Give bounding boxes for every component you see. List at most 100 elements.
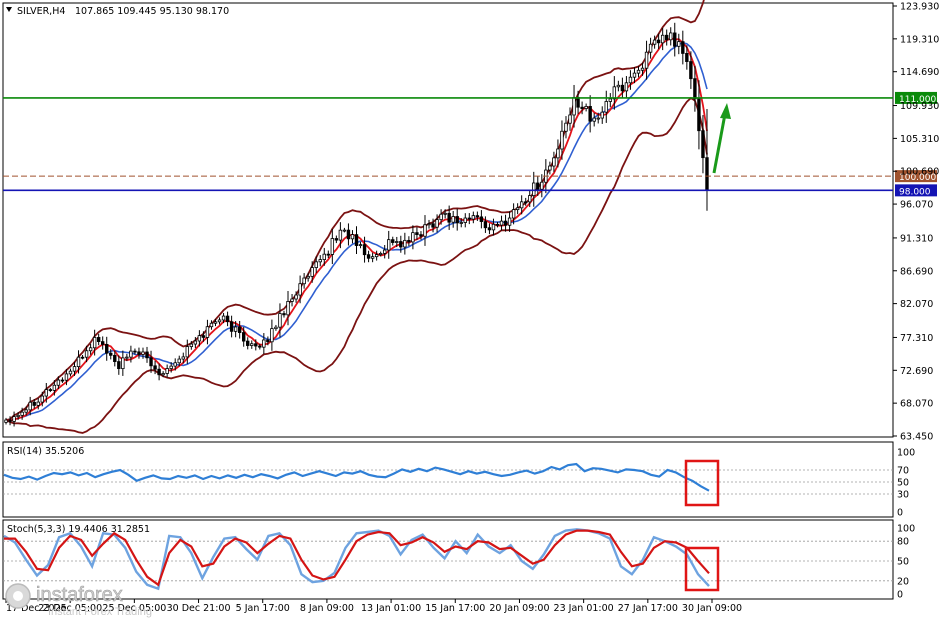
rsi-line: [3, 462, 710, 492]
candle-body: [121, 357, 125, 370]
candle-body: [298, 283, 302, 296]
candle-body: [193, 340, 198, 345]
candle-body: [52, 384, 57, 391]
candle-body: [403, 239, 407, 248]
stoch-pane[interactable]: [2, 519, 894, 600]
candle-body: [262, 339, 266, 348]
rsi-label: RSI(14) 35.5206: [7, 446, 84, 457]
indicator-tick-label: 0: [897, 590, 903, 601]
candle-body: [435, 219, 439, 228]
candle-body: [229, 321, 234, 332]
candle-body: [483, 221, 488, 229]
level-tag-text: 98.000: [899, 187, 931, 197]
candle-body: [669, 32, 673, 41]
candle-body: [274, 326, 278, 330]
rsi-pane[interactable]: [2, 441, 894, 518]
x-tick-label: 23 Jan 01:00: [554, 603, 614, 614]
candle-body: [636, 69, 641, 74]
candle-body: [149, 357, 153, 367]
indicator-tick-label: 70: [897, 466, 909, 477]
candle-body: [117, 361, 121, 370]
candle-body: [105, 344, 109, 354]
candle-body: [616, 84, 621, 88]
candle-body: [246, 340, 250, 346]
candle-body: [495, 223, 500, 226]
horizontal-levels[interactable]: 111.000 100.000 98.000: [3, 91, 937, 197]
candle-body: [302, 277, 306, 285]
indicator-tick-label: 20: [897, 576, 909, 587]
candle-body: [415, 232, 419, 236]
candle-body: [330, 238, 335, 255]
price-pane[interactable]: [2, 2, 894, 438]
candle-body: [113, 354, 117, 362]
rsi-highlight-box: [684, 459, 720, 507]
chart-menu-triangle-icon[interactable]: [6, 7, 12, 12]
candle-body: [12, 416, 16, 422]
candle-body: [88, 347, 93, 352]
x-tick-label: 27 Jan 17:00: [618, 603, 678, 614]
x-tick-label: 25 Dec 05:00: [102, 603, 166, 614]
candle-body: [197, 335, 202, 342]
candle-body: [600, 111, 604, 119]
candle-body: [677, 41, 681, 47]
y-tick-label: 96.070: [900, 200, 933, 211]
candle-body: [423, 224, 427, 237]
candle-body: [560, 130, 564, 150]
candle-body: [141, 351, 145, 355]
candle-body: [407, 239, 411, 243]
candle-body: [294, 294, 298, 300]
y-tick-label: 105.310: [900, 134, 939, 145]
candle-body: [463, 217, 467, 223]
x-tick-label: 30 Jan 09:00: [682, 603, 742, 614]
candle-body: [205, 326, 210, 338]
candle-body: [382, 249, 387, 254]
candle-body: [572, 97, 576, 116]
candle-body: [237, 326, 242, 333]
upward-arrow-shaft: [712, 113, 727, 174]
candle-body: [96, 337, 101, 343]
candle-body: [499, 220, 504, 226]
candle-body: [584, 105, 588, 109]
candle-body: [8, 419, 12, 422]
indicator-tick-label: 50: [897, 478, 909, 489]
candle-body: [447, 212, 451, 223]
stochastic-indicator: 100 80 50 20 0: [3, 524, 915, 601]
candle-body: [455, 216, 459, 224]
candle-body: [540, 181, 544, 190]
candle-body: [693, 78, 697, 100]
y-tick-label: 77.310: [900, 333, 933, 344]
candle-body: [632, 72, 637, 78]
candle-body: [628, 76, 633, 84]
candle-body: [362, 244, 367, 256]
candle-body: [310, 267, 314, 277]
x-tick-label: 5 Jan 17:00: [236, 603, 290, 614]
indicator-tick-label: 0: [897, 508, 903, 519]
candle-body: [612, 86, 617, 100]
y-tick-label: 72.690: [900, 366, 933, 377]
candle-body: [24, 409, 28, 413]
candle-body: [326, 253, 330, 256]
level-tag-98.000: [895, 184, 937, 197]
candle-body: [701, 130, 705, 159]
candle-body: [370, 256, 375, 259]
candle-body: [644, 51, 649, 69]
candle-body: [334, 238, 339, 241]
candle-body: [28, 401, 32, 411]
candle-body: [40, 395, 44, 403]
candle-body: [689, 61, 693, 80]
candle-body: [471, 215, 476, 220]
level-tag-100.000: [895, 170, 937, 183]
candle-body: [395, 241, 399, 243]
candle-body: [439, 213, 443, 221]
candle-body: [443, 212, 447, 215]
candle-body: [459, 222, 463, 224]
candle-body: [125, 356, 129, 359]
y-tick-label: 82.070: [900, 299, 933, 310]
candle-body: [109, 352, 113, 356]
x-tick-label: 30 Dec 21:00: [167, 603, 231, 614]
candle-body: [378, 253, 383, 255]
y-tick-label: 63.450: [900, 432, 933, 443]
